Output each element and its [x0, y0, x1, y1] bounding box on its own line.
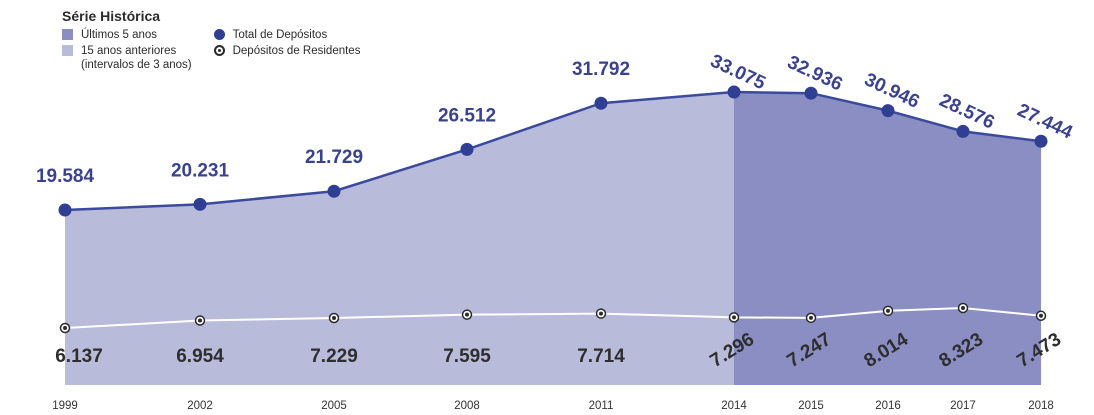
total-point-2016 [881, 104, 895, 118]
resident-point-2015 [809, 315, 813, 320]
resident-point-2018 [1039, 313, 1043, 318]
total-point-2008 [460, 142, 474, 156]
year-label-2017: 2017 [950, 400, 976, 412]
resident-deposits-line [64, 306, 1042, 329]
year-label-2005: 2005 [321, 400, 347, 412]
resident-point-2016 [886, 308, 890, 313]
total-label-1999: 19.584 [36, 166, 95, 187]
year-label-2008: 2008 [454, 400, 480, 412]
total-point-1999 [58, 203, 72, 217]
legend-item-older: 15 anos anteriores (intervalos de 3 anos… [62, 44, 192, 72]
total-point-2017 [956, 124, 970, 138]
total-point-2014 [727, 85, 741, 99]
year-label-2011: 2011 [589, 400, 614, 412]
total-label-2002: 20.231 [171, 160, 230, 181]
legend-item-recent: Últimos 5 anos [62, 28, 192, 42]
legend: Série Histórica Últimos 5 anos 15 anos a… [62, 8, 360, 72]
recent-swatch [62, 29, 73, 40]
total-label-2005: 21.729 [305, 147, 363, 168]
total-point-2011 [594, 96, 608, 110]
year-label-2002: 2002 [187, 400, 213, 412]
resident-point-2014 [732, 315, 736, 320]
resident-label-1999: 6.137 [55, 346, 103, 367]
legend-item-total: Total de Depósitos [213, 28, 361, 42]
total-point-2005 [327, 184, 341, 198]
resident-point-2017 [961, 306, 965, 310]
year-label-1999: 1999 [52, 400, 78, 412]
resident-point-1999 [63, 326, 67, 330]
year-label-2016: 2016 [875, 400, 901, 412]
legend-older-label: 15 anos anteriores [81, 45, 177, 57]
total-label-2008: 26.512 [438, 105, 496, 126]
year-label-2014: 2014 [721, 400, 747, 412]
resident-point-2008 [465, 312, 469, 317]
total-deposits-line [64, 90, 1042, 212]
legend-item-resident: Depósitos de Residentes [213, 44, 361, 58]
legend-resident-label: Depósitos de Residentes [232, 45, 361, 57]
total-point-2015 [804, 86, 818, 100]
total-label-2011: 31.792 [572, 59, 630, 80]
resident-label-2008: 7.595 [443, 346, 491, 367]
older-swatch [62, 45, 73, 56]
resident-label-2005: 7.229 [310, 346, 358, 367]
resident-label-2011: 7.714 [577, 346, 625, 367]
resident-point-2011 [599, 311, 603, 316]
legend-total-label: Total de Depósitos [232, 29, 328, 41]
older-period-area [65, 92, 734, 385]
resident-dot-icon [213, 45, 225, 56]
legend-title: Série Histórica [62, 8, 161, 24]
resident-label-2002: 6.954 [176, 346, 224, 367]
resident-point-2005 [332, 316, 336, 321]
year-label-2018: 2018 [1028, 400, 1054, 412]
resident-point-2002 [198, 318, 202, 323]
total-dot-icon [213, 29, 225, 40]
year-label-2015: 2015 [798, 400, 824, 412]
total-point-2018 [1034, 134, 1048, 148]
total-point-2002 [193, 197, 207, 211]
legend-older-note: (intervalos de 3 anos) [81, 59, 192, 71]
legend-recent-label: Últimos 5 anos [81, 29, 158, 41]
